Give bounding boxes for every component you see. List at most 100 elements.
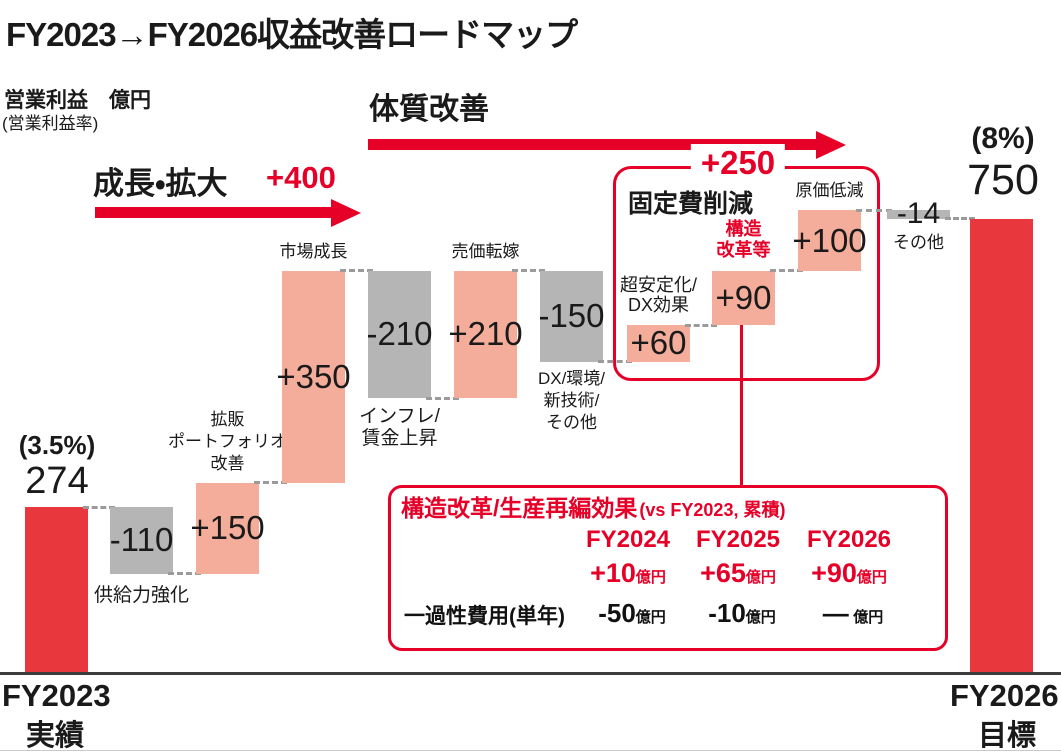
cumulative-num: +10	[590, 558, 636, 588]
x-axis-right-caption: 目標	[978, 720, 1037, 752]
waterfall-bar-構造改革等	[712, 270, 775, 326]
waterfall-connector	[945, 217, 975, 221]
bar-value-label: -110	[109, 521, 174, 559]
waterfall-connector	[83, 505, 115, 509]
one-time-num: -10	[708, 598, 746, 628]
reform-box-title-main: 構造改革/生産再編効果	[401, 495, 638, 521]
one-time-fy2024: -50億円	[598, 598, 666, 629]
bar-callout-line: 改善	[210, 453, 245, 473]
reform-year-fy2025: FY2025	[695, 526, 781, 553]
waterfall-connector	[770, 269, 803, 273]
bar-value-label: -210	[366, 315, 433, 353]
bar-callout-line: DX/環境/	[537, 368, 606, 388]
cumulative-unit: 億円	[745, 569, 776, 586]
bar-value-label: +350	[276, 357, 351, 395]
waterfall-connector	[254, 481, 287, 485]
waterfall-connector	[426, 396, 459, 400]
end-margin-rate: (8%)	[971, 122, 1035, 155]
cumulative-num: +65	[700, 558, 746, 588]
reform-cumulative-fy2025: +65億円	[700, 558, 776, 589]
bar-callout-line: 構造	[725, 218, 762, 239]
waterfall-connector	[168, 572, 201, 576]
start-value: 274	[25, 460, 89, 502]
reform-box-title-suffix: (vs FY2023, 累積)	[639, 500, 786, 520]
cumulative-unit: 億円	[856, 569, 887, 586]
x-axis-right-year: FY2026	[950, 678, 1059, 713]
bar-value-label: +150	[190, 509, 265, 547]
bottom-hairline	[0, 750, 1061, 751]
reform-cumulative-fy2026: +90億円	[811, 558, 887, 589]
waterfall-bar-原価低減	[798, 210, 861, 271]
bar-callout-売価転嫁: 売価転嫁	[452, 241, 520, 263]
waterfall-connector	[340, 269, 373, 273]
one-time-unit: 億円	[635, 609, 666, 626]
waterfall-bar-超安定化/DX効果	[627, 325, 690, 362]
one-time-num: —	[822, 598, 849, 628]
start-margin-rate: (3.5%)	[18, 430, 96, 460]
waterfall-bar-拡販ポートフォリオ改善	[196, 482, 259, 574]
growth-arrow	[95, 207, 333, 218]
waterfall-connector	[512, 269, 545, 273]
bar-value-label: -14	[896, 197, 941, 231]
bar-callout-DX/環境/新技術/その他: DX/環境/新技術/その他	[538, 368, 605, 434]
bar-callout-line: 原価低減	[795, 181, 864, 201]
bar-callout-line: 新技術/	[543, 390, 600, 410]
bar-callout-line: DX効果	[627, 295, 690, 316]
waterfall-connector	[685, 323, 717, 327]
waterfall-bar-市場成長	[282, 270, 345, 483]
one-time-fy2026: — 億円	[823, 598, 883, 629]
waterfall-bar-FY2026目標	[970, 218, 1033, 673]
bar-value-label: -150	[538, 297, 605, 335]
bar-value-label: +210	[448, 315, 523, 353]
bar-callout-供給力強化: 供給力強化	[94, 584, 189, 608]
waterfall-bar-インフレ/賃金上昇	[368, 270, 431, 398]
growth-phase-amount: +400	[266, 160, 336, 195]
reform-box-title: 構造改革/生産再編効果 (vs FY2023, 累積)	[401, 489, 785, 523]
bar-callout-line: 拡販	[210, 409, 245, 429]
one-time-fy2025: -10億円	[708, 598, 776, 629]
growth-phase-label: 成長・拡大	[93, 166, 228, 201]
improvement-arrow-head-icon	[816, 130, 846, 159]
one-time-cost-label: 一過性費用(単年)	[404, 605, 565, 628]
reform-effect-box	[388, 485, 948, 651]
x-axis-left-caption: 実績	[26, 720, 85, 752]
one-time-num: -50	[598, 598, 636, 628]
cumulative-num: +90	[811, 558, 857, 588]
bar-callout-line: その他	[546, 412, 597, 432]
bar-callout-拡販ポートフォリオ改善: 拡販 ポートフォリオ 改善	[168, 409, 287, 475]
bar-callout-line: 超安定化/	[619, 275, 698, 296]
bar-callout-構造改革等: 構造 改革等	[717, 219, 771, 261]
bar-value-label: +60	[630, 324, 687, 362]
y-axis-title: 営業利益 億円	[4, 89, 151, 112]
improvement-phase-label: 体質改善	[369, 93, 489, 126]
reform-year-fy2024: FY2024	[585, 526, 671, 553]
bar-callout-line: 売価転嫁	[451, 241, 520, 261]
fixed-cost-amount: +250	[690, 144, 786, 182]
waterfall-bar-FY2023実績	[25, 507, 88, 673]
bar-callout-line: ポートフォリオ	[168, 431, 287, 451]
bar-callout-line: その他	[893, 232, 944, 252]
bar-value-label: +100	[792, 221, 867, 259]
x-axis-line	[0, 672, 1061, 675]
bar-callout-line: 賃金上昇	[361, 428, 438, 449]
x-axis-left-year: FY2023	[2, 678, 111, 713]
reform-connector-line	[740, 325, 743, 487]
waterfall-connector	[856, 208, 892, 212]
end-value: 750	[967, 156, 1039, 204]
bar-callout-原価低減: 原価低減	[796, 180, 864, 202]
bar-callout-インフレ/賃金上昇: インフレ/賃金上昇	[359, 406, 440, 450]
bar-callout-市場成長: 市場成長	[280, 241, 348, 263]
bar-callout-その他: その他	[893, 232, 944, 254]
growth-arrow-head-icon	[331, 198, 361, 227]
bar-callout-line: 改革等	[716, 239, 771, 260]
waterfall-bar-供給力強化	[110, 507, 173, 574]
bar-callout-line: インフレ/	[359, 406, 440, 427]
one-time-unit: 億円	[745, 609, 776, 626]
waterfall-bar-その他	[887, 210, 950, 219]
page-title: FY2023→FY2026収益改善ロードマップ	[6, 16, 578, 53]
reform-year-fy2026: FY2026	[806, 526, 892, 553]
bar-value-label: +90	[715, 279, 772, 316]
bar-callout-line: 市場成長	[279, 241, 348, 261]
